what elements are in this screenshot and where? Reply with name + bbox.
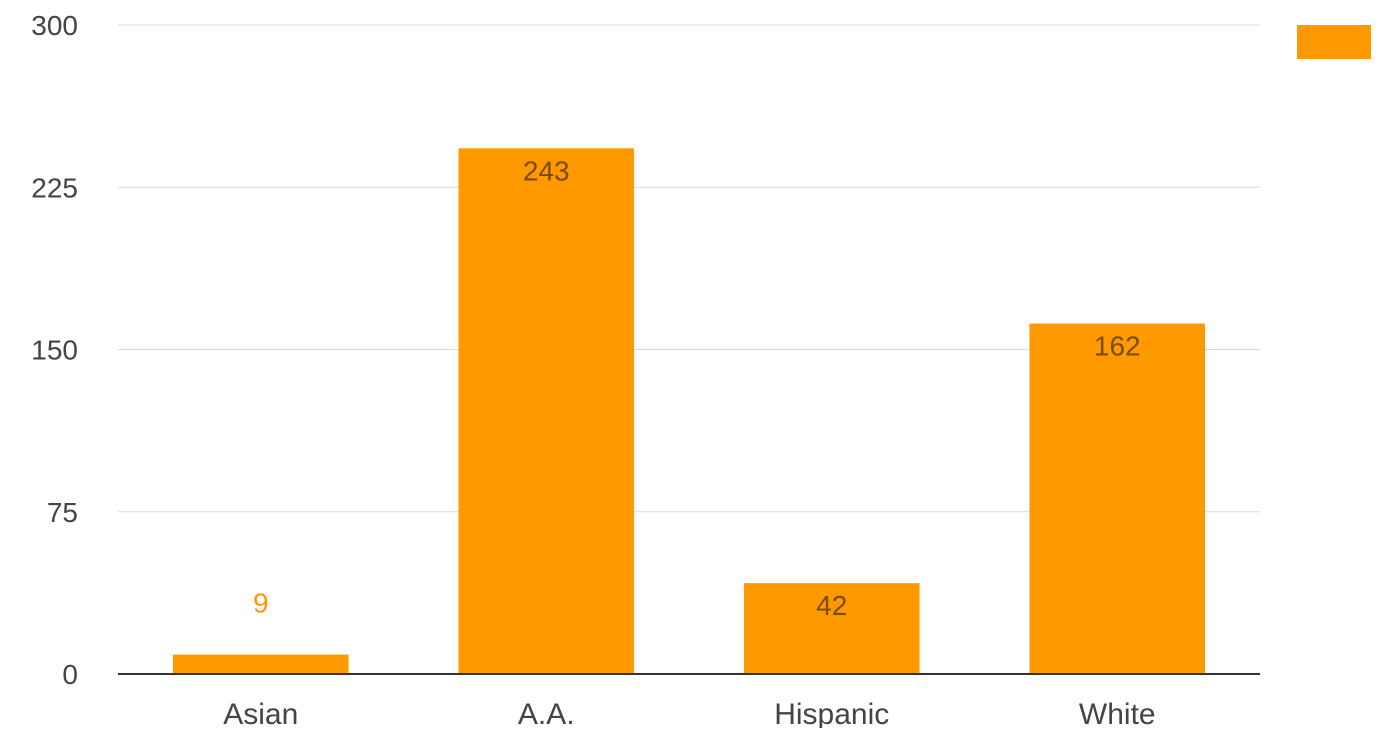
bar-asian [172, 654, 349, 674]
bar-hispanic [743, 583, 920, 674]
bars [172, 148, 1206, 674]
legend [1297, 25, 1371, 59]
bar-white [1029, 323, 1206, 674]
data-labels: 9 243 42 162 [253, 155, 1141, 621]
x-tick-label: Hispanic [774, 698, 889, 728]
legend-swatch [1297, 25, 1371, 59]
data-label: 162 [1094, 331, 1141, 362]
y-tick-label: 75 [47, 497, 78, 528]
y-tick-label: 150 [31, 335, 78, 366]
y-tick-label: 225 [31, 172, 78, 203]
data-label: 42 [816, 590, 847, 621]
y-tick-label: 300 [31, 10, 78, 41]
data-label: 9 [253, 588, 269, 619]
y-tick-label: 0 [62, 659, 78, 690]
x-tick-label: White [1079, 698, 1156, 728]
x-tick-label: A.A. [518, 698, 575, 728]
y-axis-ticks: 0 75 150 225 300 [31, 10, 78, 690]
data-label: 243 [523, 155, 570, 186]
bar-a-a [458, 148, 635, 674]
x-tick-label: Asian [223, 698, 298, 728]
x-axis-ticks: Asian A.A. Hispanic White [223, 698, 1156, 731]
